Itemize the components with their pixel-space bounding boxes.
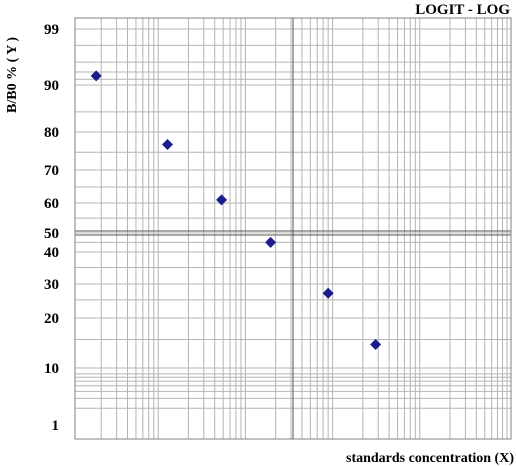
- plot-border: [74, 17, 512, 440]
- data-point: [90, 70, 102, 82]
- data-point: [322, 287, 334, 299]
- data-points: [90, 70, 382, 350]
- x-axis-label: standards concentration (X): [346, 451, 514, 466]
- y-tick-label: 50: [44, 226, 59, 242]
- y-tick-label: 80: [44, 125, 59, 141]
- y-tick-label: 10: [44, 361, 59, 377]
- y-tick-label: 99: [44, 22, 59, 38]
- major-gridlines: [74, 17, 512, 440]
- y-axis-label: B/B0 % ( Y ): [5, 37, 20, 113]
- chart-title: LOGIT - LOG: [415, 2, 510, 18]
- y-tick-label: 60: [44, 196, 59, 212]
- y-tick-label: 90: [44, 78, 59, 94]
- minor-gridlines: [75, 18, 511, 439]
- data-point: [265, 236, 277, 248]
- y-tick-label: 40: [44, 245, 59, 261]
- data-point: [370, 338, 382, 350]
- data-point: [216, 194, 228, 206]
- y-tick-label: 70: [44, 163, 59, 179]
- y-tick-labels: 99 90 80 70 60 50 40 30 20 10 1: [44, 22, 59, 434]
- y-tick-label: 1: [52, 418, 60, 434]
- y-tick-label: 30: [44, 277, 59, 293]
- y-tick-label: 20: [44, 311, 59, 327]
- data-point: [161, 139, 173, 151]
